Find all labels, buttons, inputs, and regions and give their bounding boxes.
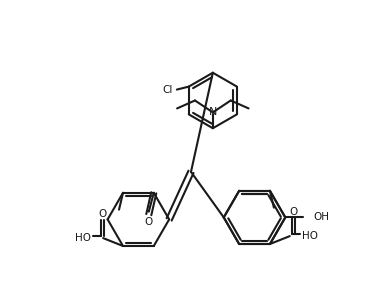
Text: N: N bbox=[209, 107, 217, 117]
Text: O: O bbox=[289, 207, 297, 217]
Text: HO: HO bbox=[302, 231, 317, 241]
Text: Cl: Cl bbox=[162, 85, 173, 95]
Text: O: O bbox=[99, 209, 107, 219]
Text: O: O bbox=[145, 217, 153, 227]
Text: OH: OH bbox=[313, 213, 329, 222]
Text: HO: HO bbox=[75, 233, 91, 243]
